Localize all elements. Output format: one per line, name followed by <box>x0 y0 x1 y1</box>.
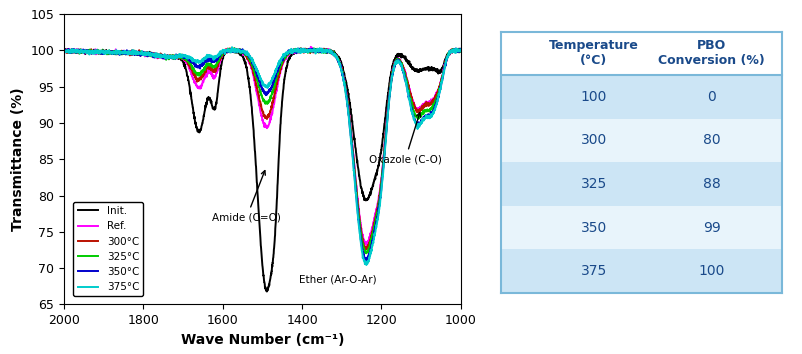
300°C <box>225 46 235 51</box>
325°C <box>59 49 69 53</box>
Ref. <box>79 50 89 54</box>
375°C <box>444 52 454 56</box>
Line: 300°C: 300°C <box>64 48 461 249</box>
Init. <box>445 51 455 55</box>
325°C <box>229 46 239 50</box>
300°C <box>79 51 89 55</box>
325°C <box>362 251 371 255</box>
Legend: Init., Ref., 300°C, 325°C, 350°C, 375°C: Init., Ref., 300°C, 325°C, 350°C, 375°C <box>73 202 144 296</box>
Init. <box>262 289 272 293</box>
350°C <box>252 73 261 77</box>
Bar <box>501 249 782 293</box>
Bar <box>501 119 782 162</box>
350°C <box>444 52 454 56</box>
325°C <box>253 78 262 82</box>
Ref. <box>362 243 371 247</box>
Text: 80: 80 <box>703 133 720 147</box>
Text: 88: 88 <box>703 177 720 191</box>
325°C <box>445 50 455 54</box>
325°C <box>79 50 89 54</box>
Text: 375: 375 <box>581 264 607 278</box>
300°C <box>361 247 371 251</box>
Text: 350: 350 <box>581 221 607 234</box>
350°C <box>444 52 454 56</box>
Bar <box>501 32 782 75</box>
375°C <box>445 51 455 56</box>
Y-axis label: Transmittance (%): Transmittance (%) <box>11 87 25 231</box>
Text: Ether (Ar-O-Ar): Ether (Ar-O-Ar) <box>299 274 377 284</box>
Bar <box>501 206 782 249</box>
Text: 300: 300 <box>581 133 607 147</box>
350°C <box>372 220 382 224</box>
300°C <box>456 49 466 53</box>
Text: PBO
Conversion (%): PBO Conversion (%) <box>658 39 765 67</box>
Ref. <box>444 52 454 56</box>
300°C <box>445 49 455 53</box>
325°C <box>372 213 382 217</box>
Text: 0: 0 <box>707 90 716 104</box>
Ref. <box>372 206 382 210</box>
Line: 375°C: 375°C <box>64 47 461 265</box>
X-axis label: Wave Number (cm⁻¹): Wave Number (cm⁻¹) <box>180 333 344 347</box>
Init. <box>456 48 466 52</box>
Text: 100: 100 <box>699 264 725 278</box>
300°C <box>444 51 454 56</box>
Ref. <box>445 53 455 57</box>
Text: 99: 99 <box>703 221 720 234</box>
325°C <box>242 51 252 56</box>
Init. <box>59 48 69 53</box>
Ref. <box>59 48 69 53</box>
375°C <box>242 53 252 57</box>
Ref. <box>456 48 466 53</box>
300°C <box>372 209 382 213</box>
325°C <box>444 52 454 56</box>
375°C <box>59 50 69 55</box>
Line: Init.: Init. <box>64 48 461 291</box>
Init. <box>372 170 382 174</box>
Text: Amide (C=O): Amide (C=O) <box>213 171 281 222</box>
375°C <box>372 222 382 226</box>
Ref. <box>241 53 251 58</box>
Init. <box>297 46 306 51</box>
Line: 350°C: 350°C <box>64 48 461 261</box>
Text: 100: 100 <box>581 90 607 104</box>
Init. <box>252 181 261 185</box>
Line: 325°C: 325°C <box>64 48 461 253</box>
375°C <box>456 49 466 53</box>
Init. <box>79 49 89 53</box>
Text: 325: 325 <box>581 177 607 191</box>
300°C <box>242 55 252 59</box>
Bar <box>501 162 782 206</box>
375°C <box>362 263 371 267</box>
375°C <box>79 49 89 53</box>
350°C <box>79 49 89 53</box>
375°C <box>227 45 237 49</box>
Init. <box>241 65 251 69</box>
Text: Temperature
(°C): Temperature (°C) <box>549 39 638 67</box>
350°C <box>59 47 69 51</box>
Init. <box>444 50 454 54</box>
350°C <box>362 259 371 263</box>
Bar <box>501 75 782 119</box>
300°C <box>59 48 69 52</box>
375°C <box>253 69 262 73</box>
Line: Ref.: Ref. <box>64 47 461 245</box>
350°C <box>451 46 460 51</box>
Ref. <box>252 91 261 95</box>
350°C <box>456 48 466 53</box>
300°C <box>253 86 262 90</box>
Text: Oxazole (C-O): Oxazole (C-O) <box>369 113 442 164</box>
325°C <box>456 47 466 52</box>
350°C <box>241 52 251 56</box>
Ref. <box>306 45 316 49</box>
